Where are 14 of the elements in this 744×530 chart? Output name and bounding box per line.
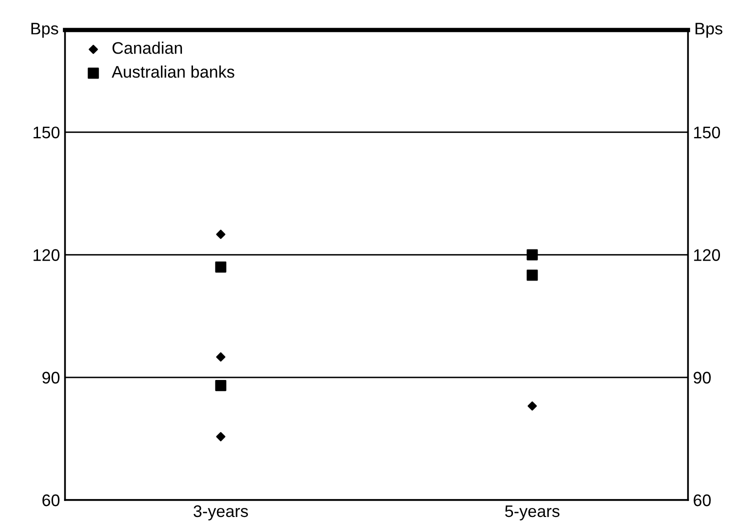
y2-tick-label: 90 (694, 372, 711, 384)
y-axis-title: Bps (31, 22, 58, 38)
y2-tick-label: 120 (694, 249, 720, 261)
y-tick-label: 150 (34, 126, 60, 138)
y2-tick-label: 60 (694, 494, 711, 506)
x-tick-label: 5-years (505, 505, 560, 520)
x-tick-label: 3-years (194, 505, 248, 520)
legend-label: Canadian (112, 42, 182, 54)
legend-label: Australian banks (112, 66, 234, 78)
y-tick-label: 90 (42, 372, 60, 384)
y2-axis-title: Bps (696, 22, 722, 38)
y2-tick-label: 150 (694, 126, 720, 138)
y-tick-label: 60 (42, 494, 60, 506)
y-tick-label: 120 (34, 249, 60, 261)
